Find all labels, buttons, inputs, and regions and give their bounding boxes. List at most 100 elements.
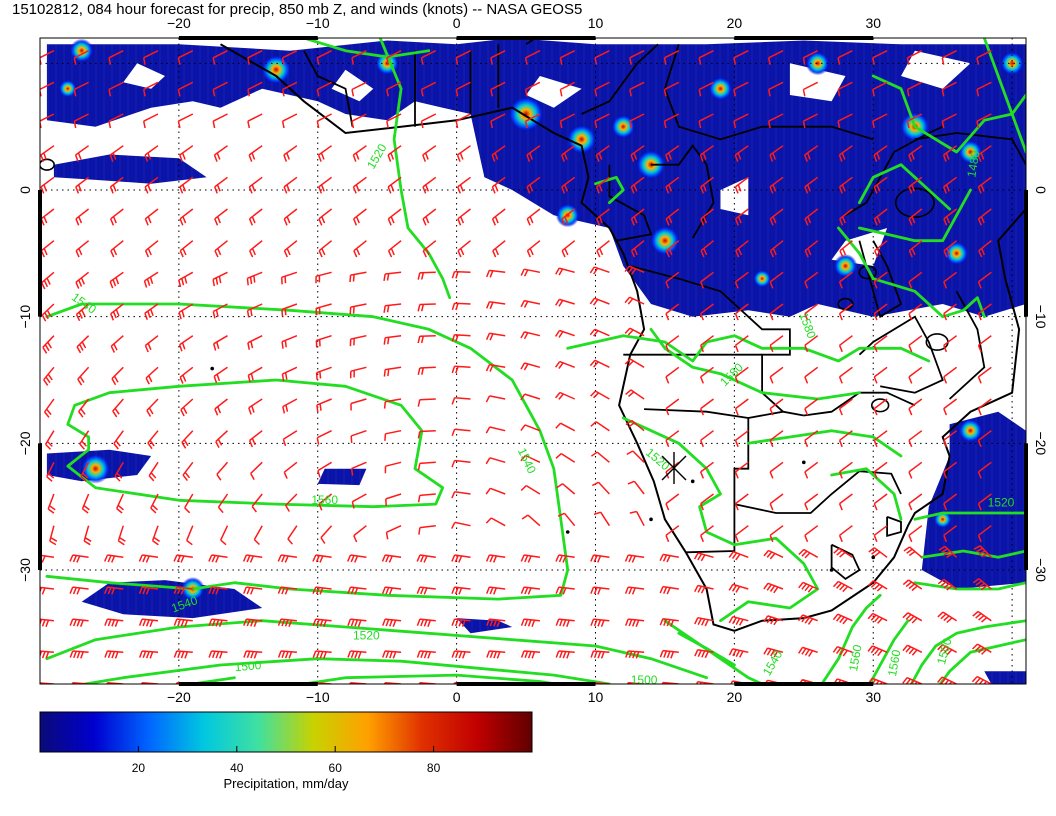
barb-glyph [520,618,540,627]
lat-tick-label-right: −10 [1033,305,1049,329]
barb-glyph [416,650,436,659]
barb-glyph [150,493,159,514]
barb-glyph [941,50,957,65]
frame-bar-bottom [734,682,874,686]
barb-glyph [108,81,124,97]
barb-glyph [280,271,298,285]
barb-glyph [626,682,645,684]
wind-barb [212,113,228,129]
wind-barb [526,240,541,258]
wind-barb [943,176,958,194]
wind-barb [485,363,506,372]
barb-glyph [734,430,749,448]
barb-glyph [590,390,610,400]
wind-barb [277,586,297,595]
wind-barb [526,208,541,226]
wind-barb [908,335,923,353]
barb-glyph [526,240,541,258]
wind-barb [802,113,819,129]
wind-barb [277,650,297,659]
precip-region-8 [984,671,1026,684]
wind-barb [942,145,958,162]
wind-barb [350,429,367,443]
barb-glyph [665,208,680,226]
wind-barb [315,366,332,380]
wind-barb [451,302,471,311]
barb-glyph [44,430,55,450]
barb-glyph [108,50,124,65]
wind-barb [560,145,576,162]
barb-glyph [833,547,853,558]
barb-glyph [943,525,958,543]
border-line-7 [858,315,944,394]
barb-glyph [735,240,749,258]
barb-glyph [347,618,367,627]
barb-glyph [247,50,263,65]
barb-glyph [109,145,124,162]
wind-barb [734,525,749,543]
wind-barb [659,649,679,659]
barb-glyph [352,176,367,194]
contour-line-27 [858,163,951,211]
wind-barb [110,208,124,226]
wind-barb [49,525,58,546]
barb-glyph [451,521,471,529]
wind-barb [485,457,506,465]
wind-barb [803,145,819,162]
wind-barb [213,145,228,162]
barb-glyph [173,650,193,659]
barb-glyph [972,610,992,623]
barb-glyph [179,366,194,384]
barb-glyph [838,430,853,448]
barb-glyph [520,268,541,277]
wind-barb [110,303,124,321]
barb-glyph [417,461,436,471]
barb-glyph [555,650,575,659]
wind-barb [663,113,680,129]
wind-barb [873,430,888,448]
barb-glyph [451,365,471,374]
barb-glyph [734,271,749,289]
barb-glyph [977,493,992,511]
wind-barb [589,297,610,306]
contour-line-14 [938,638,1026,684]
barb-glyph [213,176,228,194]
lon-tick-label-bottom: 30 [865,689,881,705]
wind-barb [116,493,124,514]
barb-glyph [832,645,853,657]
barb-glyph [734,461,749,479]
barb-glyph [625,419,645,432]
wind-barb [734,208,749,226]
wind-barb [110,240,124,258]
wind-barb [138,554,159,563]
contour-line-6 [294,673,565,684]
wind-barb [40,145,55,162]
wind-barb [351,50,367,65]
wind-barb [148,461,159,482]
barb-glyph [215,430,229,449]
precip-cell-4 [508,96,545,132]
wind-barb [700,430,714,448]
barb-glyph [417,398,436,407]
precip-region-6 [317,468,367,486]
wind-barb [385,493,402,506]
wind-barb [593,511,611,527]
wind-barb [113,430,124,450]
barb-glyph [763,615,784,626]
border-line-18 [525,38,537,46]
border-line-22 [886,515,902,537]
wind-barb [114,461,124,482]
wind-barb [626,682,645,684]
wind-barb [315,334,332,348]
wind-barb [665,335,680,353]
wind-barb [943,240,958,258]
wind-barb [943,271,958,289]
barb-glyph [49,525,58,546]
wind-barb [381,618,402,627]
contour-line-4 [45,619,708,680]
wind-barb [943,461,958,479]
wind-barb [316,398,332,413]
colorbar-bar [39,711,533,753]
wind-barb [873,145,888,162]
wind-barb [179,145,194,162]
